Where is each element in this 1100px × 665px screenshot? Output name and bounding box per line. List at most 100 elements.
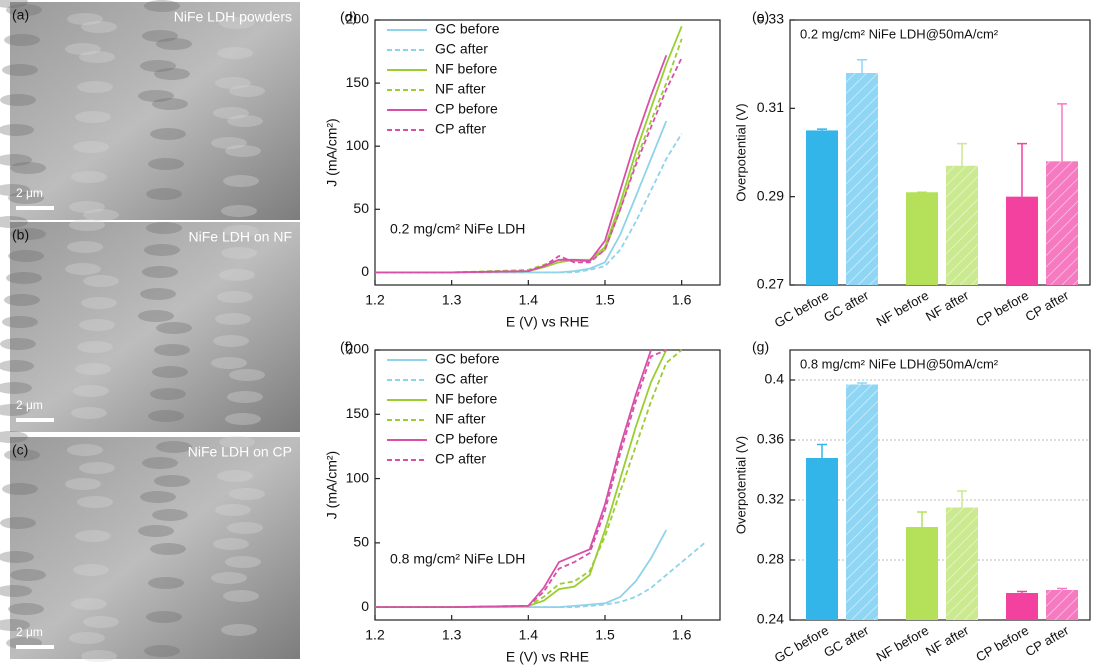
legend-label: NF before xyxy=(435,61,497,77)
texture xyxy=(142,30,178,42)
texture xyxy=(219,436,255,448)
texture xyxy=(156,441,192,453)
texture xyxy=(142,266,178,278)
bar-hatch xyxy=(846,384,878,620)
texture xyxy=(8,250,44,262)
image-title: NiFe LDH on CP xyxy=(188,444,292,460)
annotation: 0.2 mg/cm² NiFe LDH xyxy=(390,221,525,237)
series-line xyxy=(375,133,683,274)
texture xyxy=(146,222,182,234)
texture xyxy=(211,572,247,584)
texture xyxy=(83,275,119,287)
texture xyxy=(221,624,257,636)
texture xyxy=(221,205,257,217)
error-bar xyxy=(957,142,967,166)
annotation: 0.2 mg/cm² NiFe LDH@50mA/cm² xyxy=(800,26,999,41)
texture xyxy=(217,47,253,59)
texture xyxy=(140,288,176,300)
texture xyxy=(140,60,176,72)
texture xyxy=(79,319,115,331)
panel-label: (a) xyxy=(12,7,29,23)
texture xyxy=(152,509,188,521)
texture xyxy=(2,483,38,495)
x-tick-label: 1.6 xyxy=(672,627,692,643)
texture xyxy=(67,241,103,253)
x-tick-label: GC before xyxy=(772,623,831,665)
texture xyxy=(79,51,115,63)
series-line xyxy=(375,38,683,274)
plot-frame xyxy=(374,19,721,286)
error-bar xyxy=(957,490,967,508)
x-tick-label: GC before xyxy=(772,288,831,331)
texture xyxy=(215,313,251,325)
texture xyxy=(150,543,186,555)
legend-label: NF before xyxy=(435,391,497,407)
texture xyxy=(227,391,263,403)
legend-label: GC after xyxy=(435,41,488,57)
texture xyxy=(2,316,38,328)
texture xyxy=(215,77,251,89)
texture xyxy=(4,294,40,306)
annotation: 0.8 mg/cm² NiFe LDH xyxy=(390,551,525,567)
texture xyxy=(0,404,30,416)
texture xyxy=(0,124,34,136)
scale-label: 2 μm xyxy=(16,625,43,639)
y-tick-label: 0.32 xyxy=(757,491,784,507)
texture xyxy=(75,111,111,123)
texture xyxy=(77,341,113,353)
texture xyxy=(150,388,186,400)
texture xyxy=(10,228,46,240)
y-tick-label: 200 xyxy=(346,11,370,27)
bar xyxy=(806,130,838,285)
texture xyxy=(8,603,44,615)
texture xyxy=(142,457,178,469)
texture xyxy=(146,188,182,200)
texture xyxy=(69,219,105,231)
x-tick-label: 1.3 xyxy=(442,627,462,643)
sem-image xyxy=(10,2,300,220)
texture xyxy=(0,154,32,166)
texture xyxy=(75,363,111,375)
legend-label: CP before xyxy=(435,101,498,117)
texture xyxy=(73,385,109,397)
y-tick-label: 0.29 xyxy=(757,187,784,203)
texture xyxy=(213,107,249,119)
texture xyxy=(0,517,36,529)
error-bar xyxy=(1017,142,1027,197)
texture xyxy=(81,297,117,309)
texture xyxy=(0,382,32,394)
legend-label: CP before xyxy=(435,431,498,447)
texture xyxy=(138,525,174,537)
panel-label: (f) xyxy=(340,339,353,355)
legend-label: CP after xyxy=(435,451,486,467)
texture xyxy=(225,556,261,568)
texture xyxy=(81,21,117,33)
texture xyxy=(83,209,119,221)
texture xyxy=(223,225,259,237)
sem-image xyxy=(10,437,300,659)
texture xyxy=(8,192,44,204)
texture xyxy=(229,369,265,381)
texture xyxy=(152,98,188,110)
texture xyxy=(148,158,184,170)
texture xyxy=(6,4,42,16)
texture xyxy=(69,201,105,213)
texture xyxy=(154,475,190,487)
y-tick-label: 0.28 xyxy=(757,551,784,567)
texture xyxy=(148,577,184,589)
series-line xyxy=(375,529,668,608)
x-tick-label: CP before xyxy=(973,623,1031,665)
texture xyxy=(144,244,180,256)
x-tick-label: 1.4 xyxy=(519,292,539,308)
texture xyxy=(77,81,113,93)
y-tick-label: 0 xyxy=(361,263,369,279)
texture xyxy=(225,413,261,425)
texture xyxy=(150,128,186,140)
texture xyxy=(0,0,28,8)
texture xyxy=(73,564,109,576)
legend-label: GC before xyxy=(435,351,500,367)
texture xyxy=(154,344,190,356)
x-tick-label: 1.2 xyxy=(365,292,385,308)
texture xyxy=(65,478,101,490)
texture xyxy=(0,360,34,372)
